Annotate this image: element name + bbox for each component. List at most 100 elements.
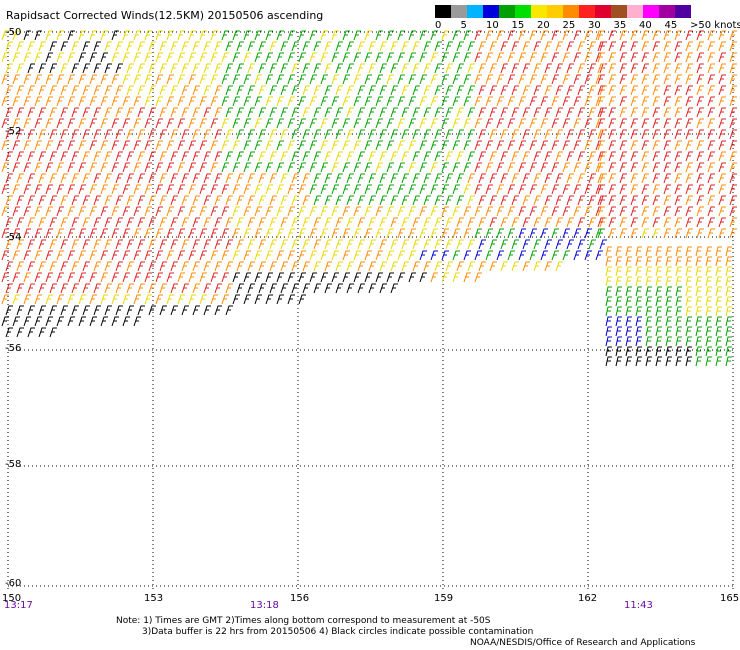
- wind-barb: [496, 250, 504, 261]
- wind-barb: [685, 63, 693, 74]
- wind-barb: [496, 206, 504, 217]
- wind-barb: [445, 85, 453, 96]
- wind-barb: [60, 261, 68, 272]
- wind-barb: [177, 228, 185, 239]
- wind-barb: [89, 140, 97, 151]
- wind-barb: [243, 184, 251, 195]
- wind-barb: [529, 30, 537, 41]
- wind-barb: [597, 217, 605, 228]
- wind-barb: [89, 272, 97, 283]
- wind-barb: [280, 173, 288, 184]
- wind-barb: [675, 246, 682, 257]
- wind-barb: [192, 173, 200, 184]
- wind-barb: [655, 306, 662, 317]
- wind-barb: [56, 74, 64, 85]
- wind-barb: [615, 246, 622, 257]
- wind-barb: [390, 261, 398, 272]
- wind-barb: [313, 217, 321, 228]
- wind-barb: [625, 256, 632, 267]
- wind-barb: [544, 239, 552, 250]
- wind-barb: [419, 206, 427, 217]
- wind-barb: [522, 151, 530, 162]
- wind-barb: [562, 250, 570, 261]
- wind-barb: [331, 140, 339, 151]
- wind-barb: [122, 272, 130, 283]
- wind-barb: [67, 118, 75, 129]
- wind-barb: [82, 283, 90, 294]
- wind-barb: [419, 52, 427, 63]
- wind-barb: [390, 217, 398, 228]
- wind-barb: [331, 162, 339, 173]
- wind-barb: [23, 228, 31, 239]
- wind-barb: [38, 151, 46, 162]
- wind-barb: [675, 326, 682, 337]
- wind-barb: [718, 52, 726, 63]
- wind-barb: [608, 162, 616, 173]
- wind-barb: [23, 118, 31, 129]
- wind-barb: [276, 140, 284, 151]
- wind-barb: [725, 276, 732, 287]
- wind-barb: [655, 266, 662, 277]
- wind-barb: [320, 250, 328, 261]
- wind-barb: [78, 184, 86, 195]
- wind-barb: [630, 41, 638, 52]
- wind-barb: [533, 261, 541, 272]
- wind-barb: [379, 129, 387, 140]
- wind-barb: [67, 184, 75, 195]
- wind-barb: [276, 118, 284, 129]
- wind-barb: [685, 336, 692, 347]
- wind-barb: [177, 184, 185, 195]
- wind-barb: [584, 96, 592, 107]
- wind-barb: [599, 239, 607, 250]
- wind-barb: [663, 129, 671, 140]
- wind-barb: [522, 107, 530, 118]
- wind-barb: [608, 52, 616, 63]
- wind-barb: [60, 85, 68, 96]
- wind-barb: [170, 173, 178, 184]
- wind-barb: [5, 305, 13, 316]
- wind-barb: [324, 85, 332, 96]
- wind-barb: [104, 283, 112, 294]
- wind-barb: [390, 107, 398, 118]
- wind-barb: [302, 195, 310, 206]
- wind-barb: [729, 129, 737, 140]
- wind-barb: [93, 129, 101, 140]
- wind-barb: [619, 206, 627, 217]
- wind-barb: [331, 74, 339, 85]
- wind-barb: [280, 107, 288, 118]
- wind-barb: [236, 261, 244, 272]
- wind-barb: [544, 107, 552, 118]
- wind-barb: [715, 256, 722, 267]
- wind-barb: [199, 140, 207, 151]
- wind-barb: [540, 96, 548, 107]
- wind-barb: [126, 129, 134, 140]
- wind-barb: [12, 162, 20, 173]
- wind-barb: [82, 63, 90, 74]
- wind-barb: [353, 250, 361, 261]
- wind-barb: [529, 162, 537, 173]
- wind-barb: [533, 217, 541, 228]
- wind-barb: [551, 228, 559, 239]
- wind-barb: [342, 140, 350, 151]
- wind-barb: [705, 316, 712, 327]
- wind-barb: [412, 85, 420, 96]
- wind-barb: [188, 30, 196, 41]
- wind-barb: [696, 217, 704, 228]
- wind-barb: [56, 162, 64, 173]
- wind-barb: [625, 276, 632, 287]
- wind-barb: [718, 206, 726, 217]
- wind-barb: [663, 151, 671, 162]
- wind-barb: [696, 195, 704, 206]
- wind-barb: [89, 52, 97, 63]
- wind-barb: [478, 261, 486, 272]
- wind-barb: [562, 30, 570, 41]
- wind-barb: [192, 107, 200, 118]
- wind-barb: [78, 52, 86, 63]
- wind-barb: [287, 74, 295, 85]
- wind-barb: [696, 107, 704, 118]
- scale-swatch: [531, 5, 547, 18]
- wind-barb: [544, 63, 552, 74]
- wind-barb: [16, 195, 24, 206]
- wind-barb: [104, 305, 112, 316]
- wind-barb: [573, 140, 581, 151]
